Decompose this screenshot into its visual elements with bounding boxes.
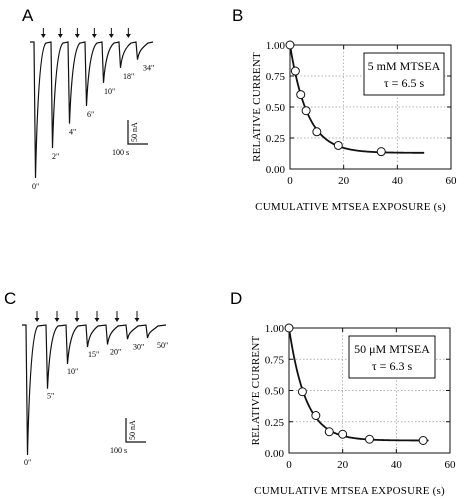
annotation-concentration: 50 μM MTSEA	[354, 342, 430, 356]
scale-bar	[127, 120, 148, 145]
arrow-head	[114, 318, 120, 322]
trace-line	[22, 324, 167, 456]
chart-panel-b: 0 20 40 60 0.00 0.25 0.50 0.75 1.00 CUMULATIVE MT…	[251, 40, 457, 213]
x-tick-label: 20	[338, 175, 350, 187]
arrow-head	[125, 34, 131, 38]
annotation-box	[348, 335, 436, 379]
arrow-head	[40, 34, 46, 38]
scale-bar-time-label: 100 s	[110, 446, 127, 455]
x-tick-label: 20	[337, 459, 349, 471]
data-point	[418, 436, 428, 445]
trace-line	[30, 41, 154, 179]
y-axis-label: RELATIVE CURRENT	[250, 336, 262, 446]
data-point	[338, 429, 348, 439]
y-tick-label: 1.00	[265, 323, 285, 335]
arrow-head	[108, 34, 114, 38]
x-axis-label: CUMULATIVE MTSEA EXPOSURE (s)	[255, 201, 446, 213]
y-tick-label: 0.00	[265, 448, 285, 460]
data-point	[312, 127, 322, 137]
x-tick-label: 0	[286, 459, 292, 471]
panel-letter-a: A	[22, 6, 34, 25]
data-point	[301, 106, 311, 116]
data-point	[284, 323, 294, 333]
arrow-head	[94, 318, 100, 322]
trace-label: 5"	[47, 392, 54, 401]
y-tick-label: 1.00	[266, 40, 286, 52]
arrow-head	[74, 318, 80, 322]
scale-bar-current-label: 50 nA	[130, 122, 139, 142]
y-tick-label: 0.00	[266, 164, 286, 176]
y-tick-label: 0.25	[265, 417, 285, 429]
y-tick-label: 0.75	[266, 71, 286, 83]
arrow-head	[34, 318, 40, 322]
trace-label: 10"	[67, 367, 78, 376]
data-point	[285, 40, 295, 50]
arrow-head	[91, 34, 97, 38]
fit-curve	[288, 327, 429, 442]
trace-label: 30"	[133, 342, 144, 351]
data-point	[324, 427, 334, 437]
panel-letter-b: B	[232, 6, 243, 25]
arrow-head	[54, 318, 60, 322]
y-axis-label: RELATIVE CURRENT	[251, 52, 263, 162]
annotation-box	[363, 52, 445, 96]
scale-bar-current-label: 50 nA	[128, 420, 137, 440]
x-tick-label: 60	[446, 175, 458, 187]
arrow-head	[134, 318, 140, 322]
data-point	[365, 434, 374, 444]
panel-letter-d: D	[230, 289, 242, 308]
trace-label: 18"	[123, 72, 134, 81]
trace-label: 50"	[157, 341, 168, 350]
x-tick-label: 0	[287, 175, 293, 187]
chart-panel-d: 0 20 40 60 0.00 0.25 0.50 0.75 1.00 CUMULATIVE MT…	[250, 323, 456, 497]
x-axis-label: CUMULATIVE MTSEA EXPOSURE (s)	[254, 485, 445, 497]
trace-label: 6"	[87, 110, 94, 119]
x-tick-label: 40	[392, 175, 404, 187]
annotation-tau: τ = 6.3 s	[372, 359, 413, 373]
panel-letter-c: C	[4, 289, 16, 308]
data-point	[290, 66, 300, 76]
trace-label: 2"	[52, 152, 59, 161]
annotation-concentration: 5 mM MTSEA	[368, 59, 441, 73]
trace-label: 20"	[110, 348, 121, 357]
trace-label: 4"	[69, 128, 76, 137]
y-tick-label: 0.50	[265, 386, 285, 398]
trace-label: 0"	[24, 458, 31, 467]
data-point	[297, 387, 307, 397]
fit-curve	[289, 44, 425, 154]
trace-label: 15"	[88, 350, 99, 359]
data-point	[311, 411, 321, 420]
arrow-head	[57, 34, 63, 38]
y-tick-label: 0.25	[266, 133, 286, 145]
arrow-head	[74, 34, 80, 38]
trace-label: 0"	[32, 182, 39, 191]
data-point	[296, 90, 306, 100]
data-point	[376, 147, 386, 157]
x-tick-label: 40	[391, 459, 403, 471]
trace-label: 10"	[104, 87, 115, 96]
scale-bar-time-label: 100 s	[112, 148, 129, 157]
trace-label: 34"	[143, 64, 154, 73]
x-tick-label: 60	[445, 459, 457, 471]
scale-bar	[125, 418, 146, 443]
y-tick-label: 0.50	[266, 102, 286, 114]
data-point	[333, 140, 343, 150]
annotation-tau: τ = 6.5 s	[384, 76, 425, 90]
y-tick-label: 0.75	[265, 354, 285, 366]
